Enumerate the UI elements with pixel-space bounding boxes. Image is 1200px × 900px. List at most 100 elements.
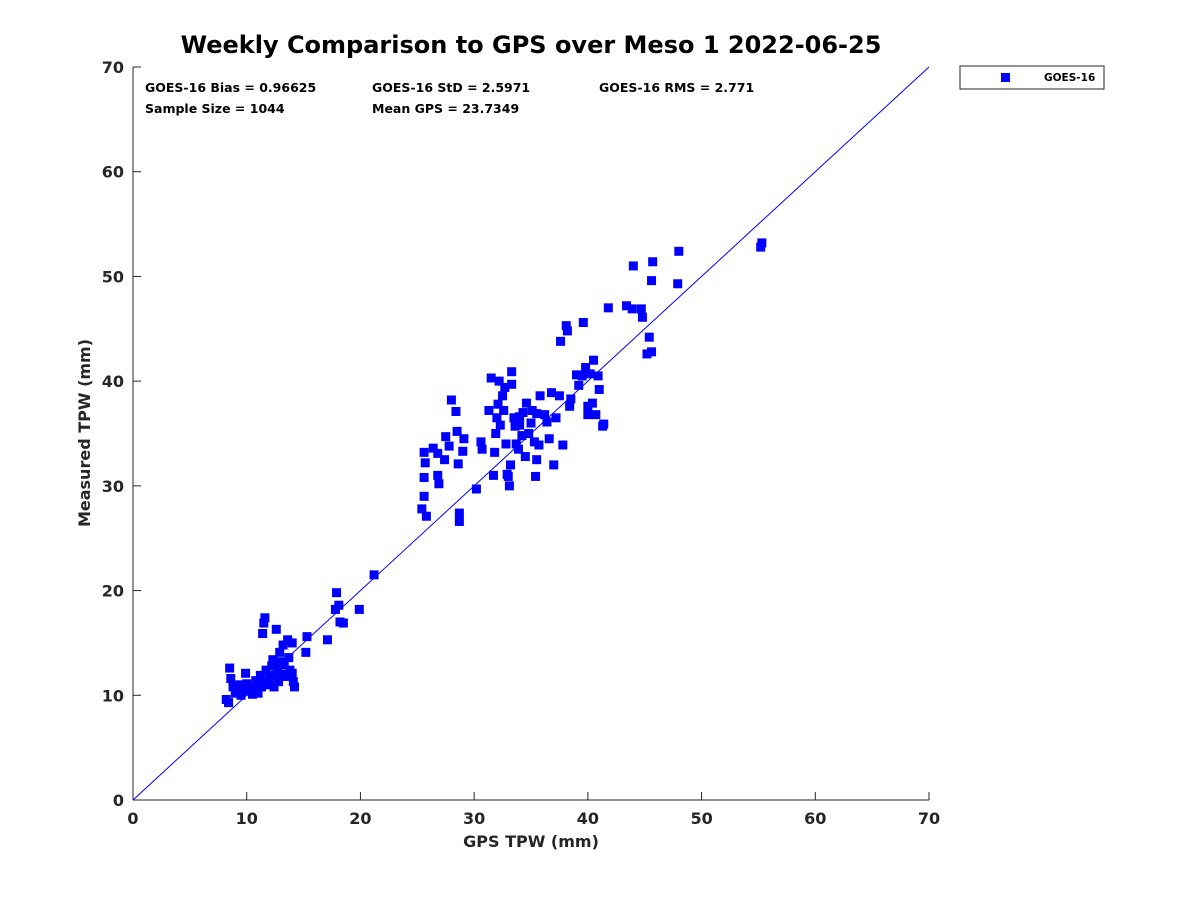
data-point bbox=[562, 326, 572, 336]
data-point bbox=[477, 444, 487, 454]
data-point bbox=[283, 635, 293, 645]
data-point bbox=[500, 382, 510, 392]
x-tick-label: 60 bbox=[804, 809, 826, 828]
data-point bbox=[484, 405, 494, 415]
data-point bbox=[301, 647, 311, 657]
data-point bbox=[637, 312, 647, 322]
x-tick-label: 0 bbox=[127, 809, 138, 828]
data-point bbox=[642, 349, 652, 359]
data-point bbox=[509, 413, 519, 423]
data-point bbox=[578, 318, 588, 328]
data-point bbox=[253, 688, 263, 698]
data-point bbox=[255, 670, 265, 680]
data-point bbox=[648, 257, 658, 267]
legend-label: GOES-16 bbox=[1044, 72, 1095, 84]
legend-box bbox=[959, 65, 1105, 90]
data-point bbox=[513, 444, 523, 454]
data-point bbox=[622, 301, 632, 311]
data-point bbox=[269, 682, 279, 692]
data-point bbox=[540, 410, 550, 420]
data-point bbox=[577, 371, 587, 381]
data-point bbox=[235, 680, 245, 690]
data-point bbox=[594, 385, 604, 395]
data-point bbox=[268, 655, 278, 665]
data-point bbox=[459, 434, 469, 444]
legend: GOES-16 bbox=[959, 65, 1105, 90]
data-point bbox=[549, 460, 559, 470]
data-point bbox=[446, 395, 456, 405]
data-point bbox=[506, 460, 516, 470]
data-point bbox=[529, 437, 539, 447]
data-point bbox=[581, 363, 591, 373]
data-point bbox=[521, 398, 531, 408]
data-point bbox=[534, 440, 544, 450]
data-point bbox=[488, 470, 498, 480]
x-tick-label: 40 bbox=[577, 809, 599, 828]
data-point bbox=[591, 410, 601, 420]
data-point bbox=[262, 680, 272, 690]
data-point bbox=[492, 413, 502, 423]
data-point bbox=[511, 439, 521, 449]
data-point bbox=[417, 504, 427, 514]
data-point bbox=[228, 682, 238, 692]
x-tick-label: 10 bbox=[236, 809, 258, 828]
data-point bbox=[251, 676, 261, 686]
data-point bbox=[284, 653, 294, 663]
stat-bias: GOES-16 Bias = 0.96625 bbox=[145, 80, 316, 95]
data-point bbox=[585, 369, 595, 379]
data-point bbox=[603, 303, 613, 313]
data-point bbox=[258, 629, 268, 639]
data-point bbox=[279, 660, 289, 670]
stat-rms: GOES-16 RMS = 2.771 bbox=[599, 80, 754, 95]
data-point bbox=[565, 401, 575, 411]
data-point bbox=[599, 419, 609, 429]
x-tick-label: 50 bbox=[690, 809, 712, 828]
data-point bbox=[453, 459, 463, 469]
data-point bbox=[524, 429, 534, 438]
data-point bbox=[544, 434, 554, 444]
y-axis-label: Measured TPW (mm) bbox=[75, 339, 94, 527]
data-point bbox=[532, 409, 542, 419]
data-point bbox=[554, 391, 564, 401]
y-tick-label: 0 bbox=[113, 791, 124, 810]
data-point bbox=[238, 686, 248, 696]
data-point bbox=[289, 682, 299, 692]
data-point bbox=[674, 246, 684, 256]
stat-std: GOES-16 StD = 2.5971 bbox=[372, 80, 530, 95]
data-point bbox=[452, 426, 462, 436]
plot-area: 0 10 20 30 40 50 60 70 0 10 20 30 40 50 60 70 bbox=[102, 58, 940, 828]
data-point bbox=[561, 321, 571, 331]
data-point bbox=[504, 481, 514, 491]
data-point bbox=[520, 452, 530, 462]
y-tick-label: 30 bbox=[102, 477, 124, 496]
y-tick-label: 70 bbox=[102, 58, 124, 77]
data-point bbox=[354, 604, 364, 614]
data-point bbox=[501, 439, 511, 449]
data-point bbox=[476, 437, 486, 447]
data-point bbox=[271, 624, 281, 634]
data-point bbox=[471, 484, 481, 494]
data-point bbox=[636, 304, 646, 314]
data-point bbox=[419, 447, 429, 457]
data-point bbox=[574, 380, 584, 390]
data-point bbox=[499, 405, 509, 415]
data-point bbox=[274, 677, 284, 687]
data-point bbox=[518, 408, 528, 418]
data-point bbox=[241, 668, 251, 678]
data-point bbox=[510, 421, 520, 431]
data-point bbox=[517, 431, 527, 441]
data-point bbox=[583, 410, 593, 420]
data-point bbox=[272, 663, 282, 673]
data-point bbox=[441, 432, 451, 442]
data-point bbox=[369, 570, 379, 580]
data-point bbox=[267, 661, 277, 671]
data-point bbox=[259, 618, 269, 628]
x-tick-label: 20 bbox=[349, 809, 371, 828]
data-point bbox=[420, 458, 430, 468]
data-point bbox=[247, 687, 257, 697]
data-point bbox=[491, 429, 501, 438]
y-tick-label: 20 bbox=[102, 582, 124, 601]
y-tick-label: 10 bbox=[102, 686, 124, 705]
data-point bbox=[498, 391, 508, 401]
